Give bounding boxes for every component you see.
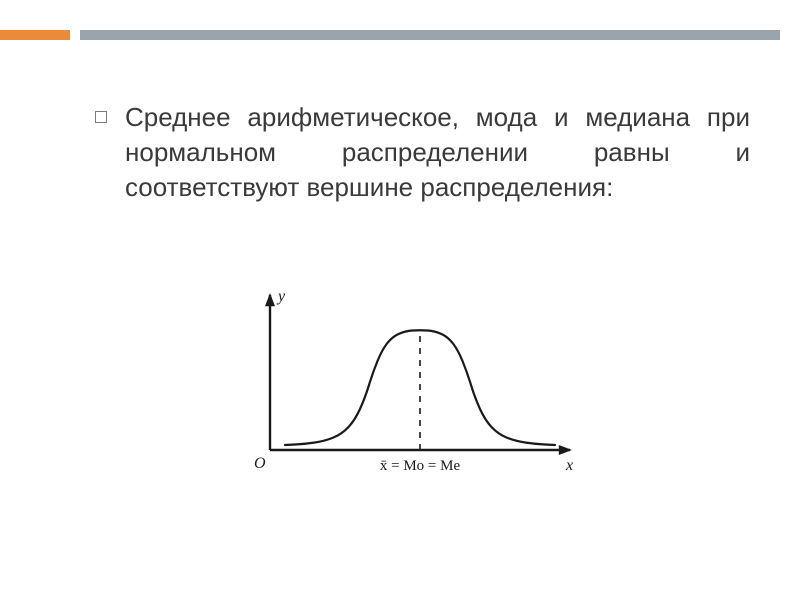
bullet-square-icon [95,111,107,123]
svg-text:y: y [276,288,286,305]
chart-svg: y x Ox̄ = Mo = Me [230,280,590,480]
svg-text:O: O [254,455,266,472]
svg-text:x̄ = Mo = Me: x̄ = Mo = Me [380,458,461,474]
bullet-row: Среднее арифметическое, мода и медиана п… [95,100,750,205]
distribution-chart: y x Ox̄ = Mo = Me [230,280,590,480]
paragraph: Среднее арифметическое, мода и медиана п… [125,100,750,205]
accent-bar-orange [0,30,70,40]
svg-text:x: x [565,457,573,474]
body-text: Среднее арифметическое, мода и медиана п… [95,100,750,205]
slide: Среднее арифметическое, мода и медиана п… [0,0,800,600]
accent-bar-gray [80,30,780,40]
